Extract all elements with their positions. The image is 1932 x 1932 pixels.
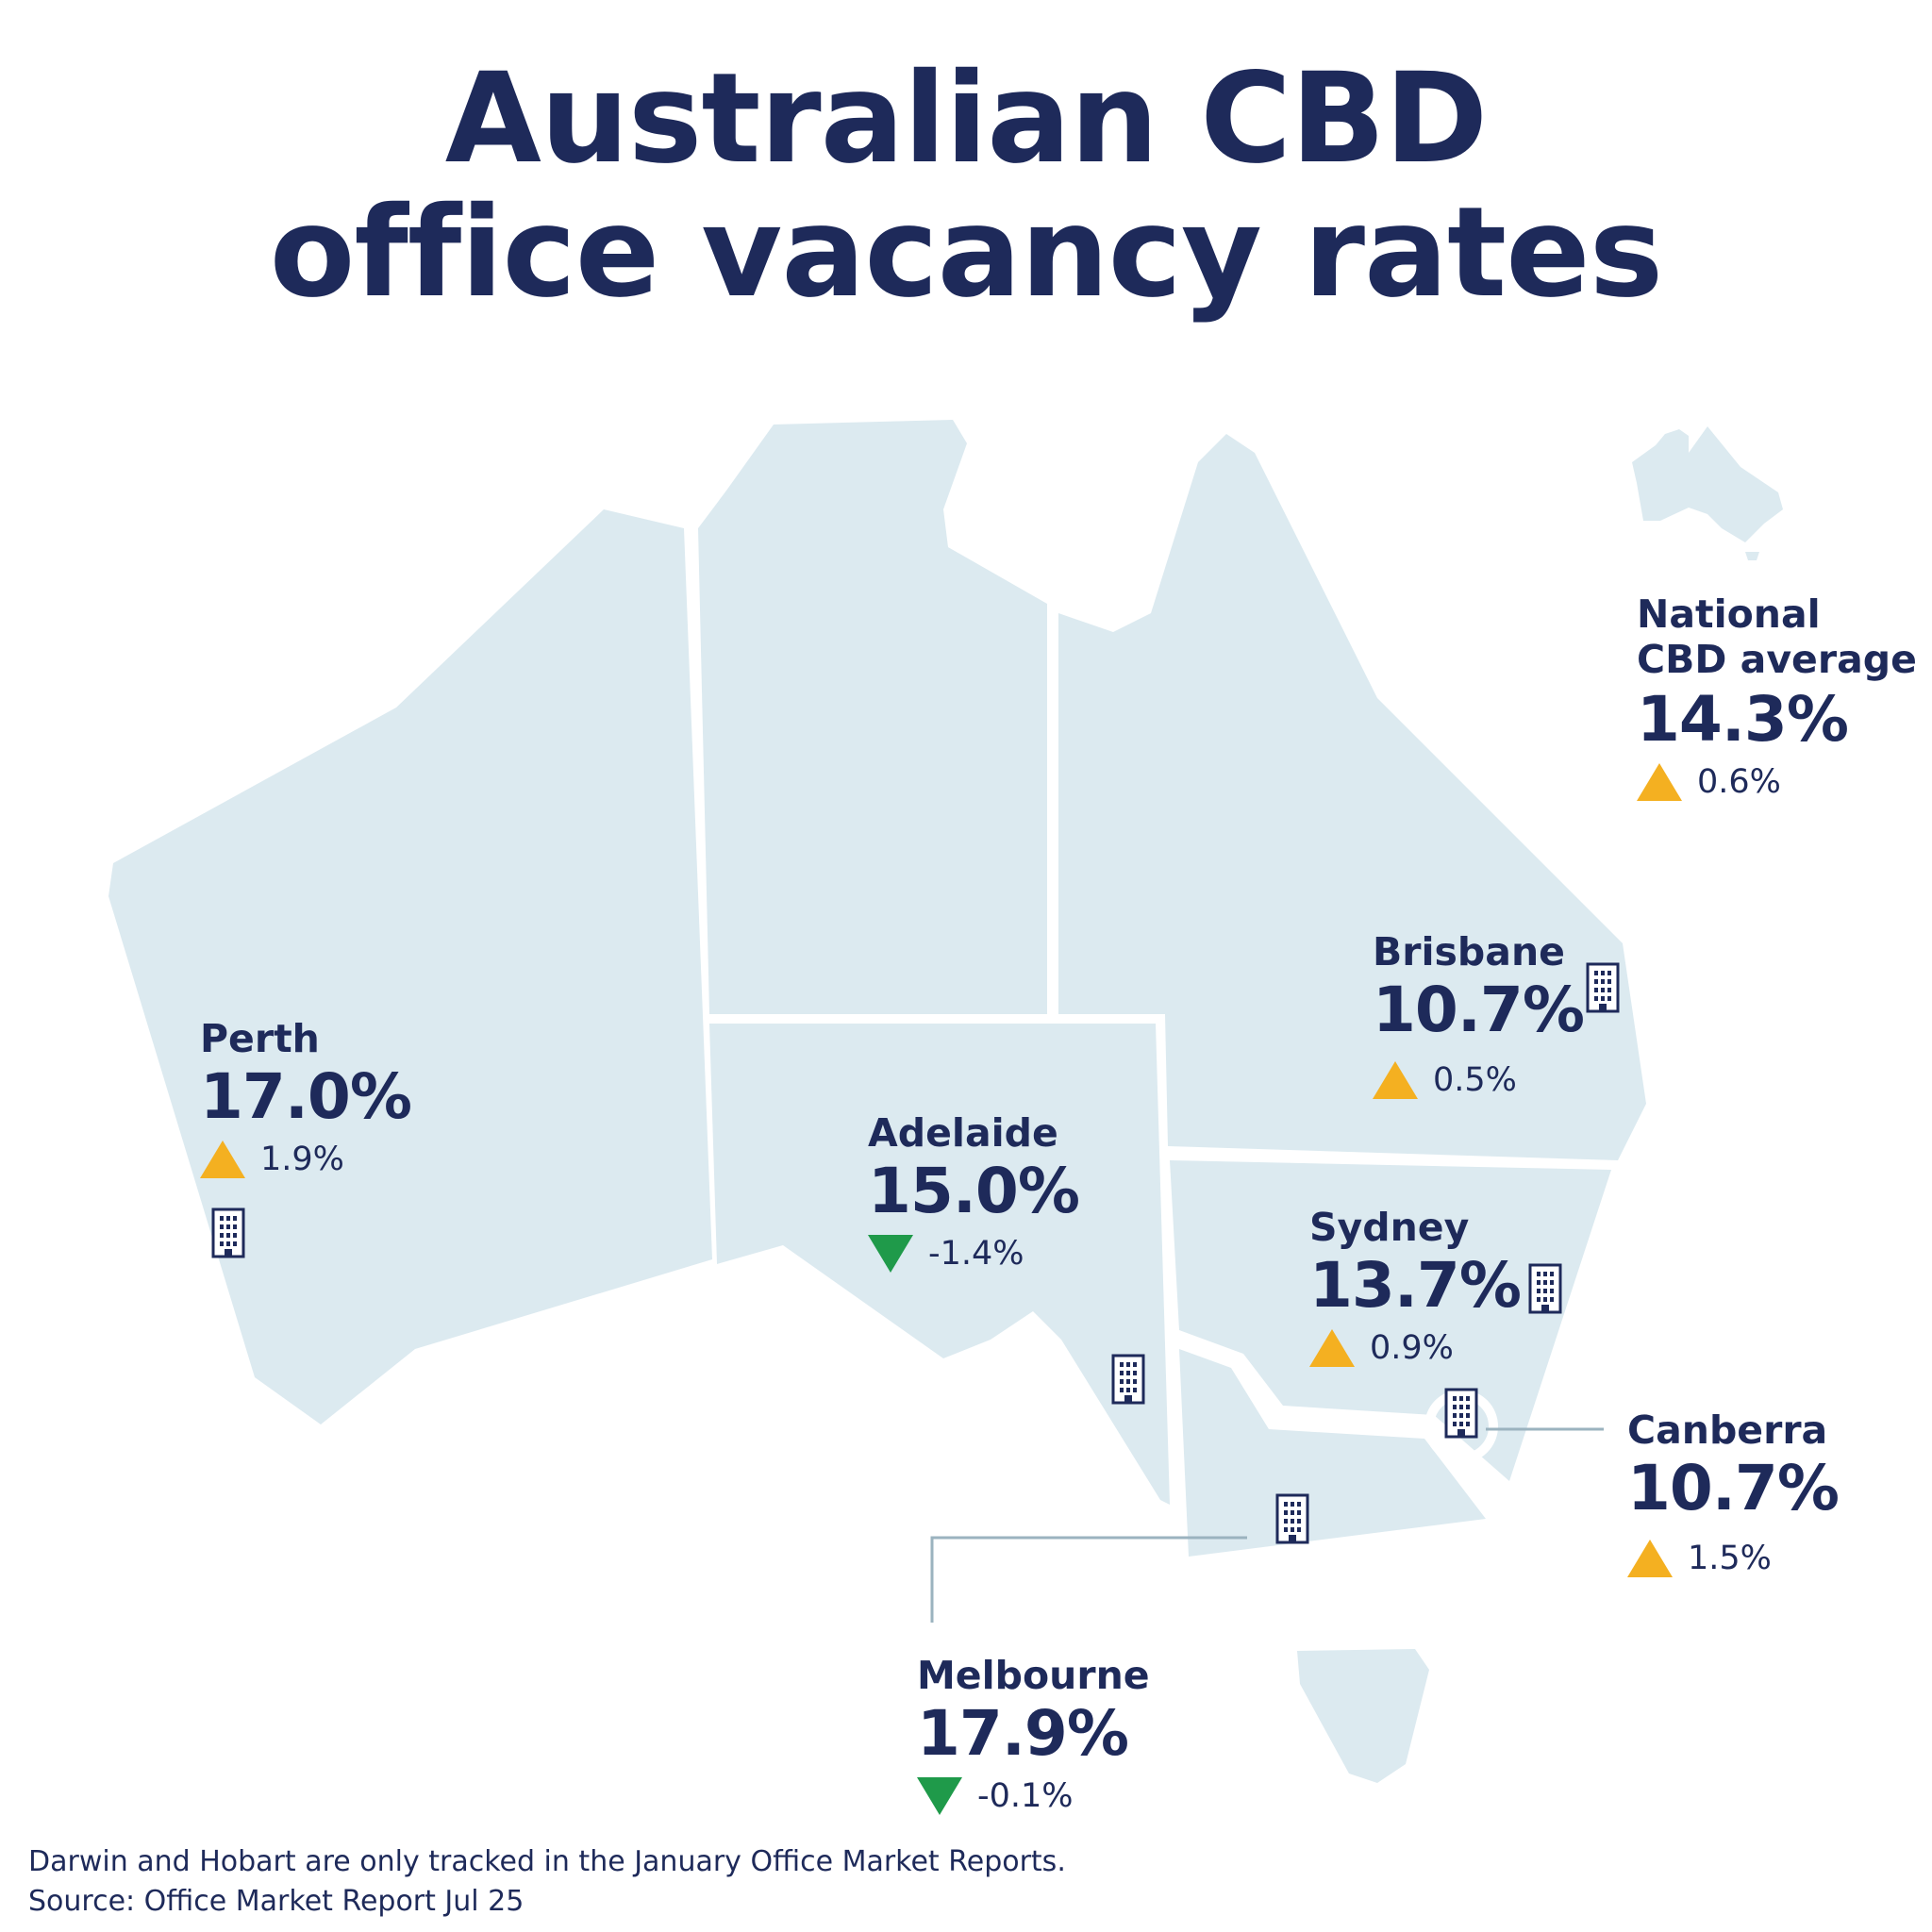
brisbane-name: Brisbane: [1373, 929, 1565, 974]
melbourne-name: Melbourne: [917, 1653, 1150, 1698]
brisbane-building-icon: [1586, 962, 1620, 1013]
triangle-up-icon: [1627, 1540, 1673, 1577]
adelaide-name: Adelaide: [868, 1110, 1058, 1156]
national-rate: 14.3%: [1637, 683, 1849, 756]
perth-change: 1.9%: [260, 1141, 344, 1178]
city-brisbane: Brisbane 10.7% 0.5%: [1373, 929, 1585, 1101]
perth-rate: 17.0%: [200, 1060, 412, 1133]
triangle-down-icon: [917, 1777, 962, 1815]
triangle-up-icon: [200, 1141, 245, 1178]
triangle-up-icon: [1373, 1061, 1418, 1099]
sydney-rate: 13.7%: [1309, 1249, 1522, 1322]
national-label-line-2: CBD average: [1637, 637, 1917, 682]
adelaide-building-icon: [1111, 1354, 1145, 1405]
perth-building-icon: [211, 1208, 245, 1258]
triangle-up-icon: [1309, 1329, 1355, 1367]
triangle-up-icon: [1637, 763, 1682, 801]
region-vic: [1179, 1349, 1486, 1557]
region-tas: [1297, 1649, 1429, 1783]
title-line-1: Australian CBD: [444, 46, 1489, 192]
page-title: Australian CBD office vacancy rates: [0, 52, 1932, 320]
canberra-change: 1.5%: [1688, 1540, 1772, 1577]
sydney-name: Sydney: [1309, 1205, 1470, 1250]
perth-name: Perth: [200, 1016, 320, 1061]
national-label-line-1: National: [1637, 591, 1821, 637]
footnote: Darwin and Hobart are only tracked in th…: [28, 1842, 1066, 1922]
melbourne-building-icon: [1275, 1493, 1309, 1544]
region-nsw: [1170, 1160, 1611, 1481]
region-sa: [709, 1024, 1170, 1505]
title-line-2: office vacancy rates: [269, 180, 1664, 325]
canberra-name: Canberra: [1627, 1407, 1828, 1453]
region-nt: [698, 420, 1047, 1014]
brisbane-rate: 10.7%: [1373, 974, 1585, 1046]
melbourne-rate: 17.9%: [917, 1697, 1129, 1770]
city-canberra: Canberra 10.7% 1.5%: [1627, 1407, 1840, 1579]
national-change: 0.6%: [1697, 763, 1781, 801]
triangle-down-icon: [868, 1235, 913, 1273]
adelaide-change: -1.4%: [928, 1235, 1024, 1273]
canberra-building-icon: [1444, 1388, 1478, 1439]
region-wa: [108, 509, 712, 1424]
australia-silhouette-icon: [1632, 426, 1783, 560]
brisbane-change: 0.5%: [1433, 1061, 1517, 1099]
region-qld: [1058, 434, 1646, 1160]
city-adelaide: Adelaide 15.0% -1.4%: [868, 1110, 1080, 1274]
footnote-line-1: Darwin and Hobart are only tracked in th…: [28, 1845, 1066, 1878]
city-sydney: Sydney 13.7% 0.9%: [1309, 1205, 1522, 1369]
source-line: Source: Office Market Report Jul 25: [28, 1885, 525, 1918]
national-average-block: National CBD average 14.3% 0.6%: [1637, 591, 1917, 803]
sydney-change: 0.9%: [1370, 1329, 1454, 1367]
melbourne-change: -0.1%: [977, 1777, 1074, 1815]
sydney-building-icon: [1528, 1263, 1562, 1314]
melbourne-leader-line: [930, 1536, 1247, 1623]
city-melbourne: Melbourne 17.9% -0.1%: [917, 1653, 1150, 1817]
canberra-rate: 10.7%: [1627, 1452, 1840, 1524]
adelaide-rate: 15.0%: [868, 1155, 1080, 1227]
city-perth: Perth 17.0% 1.9%: [200, 1016, 412, 1180]
